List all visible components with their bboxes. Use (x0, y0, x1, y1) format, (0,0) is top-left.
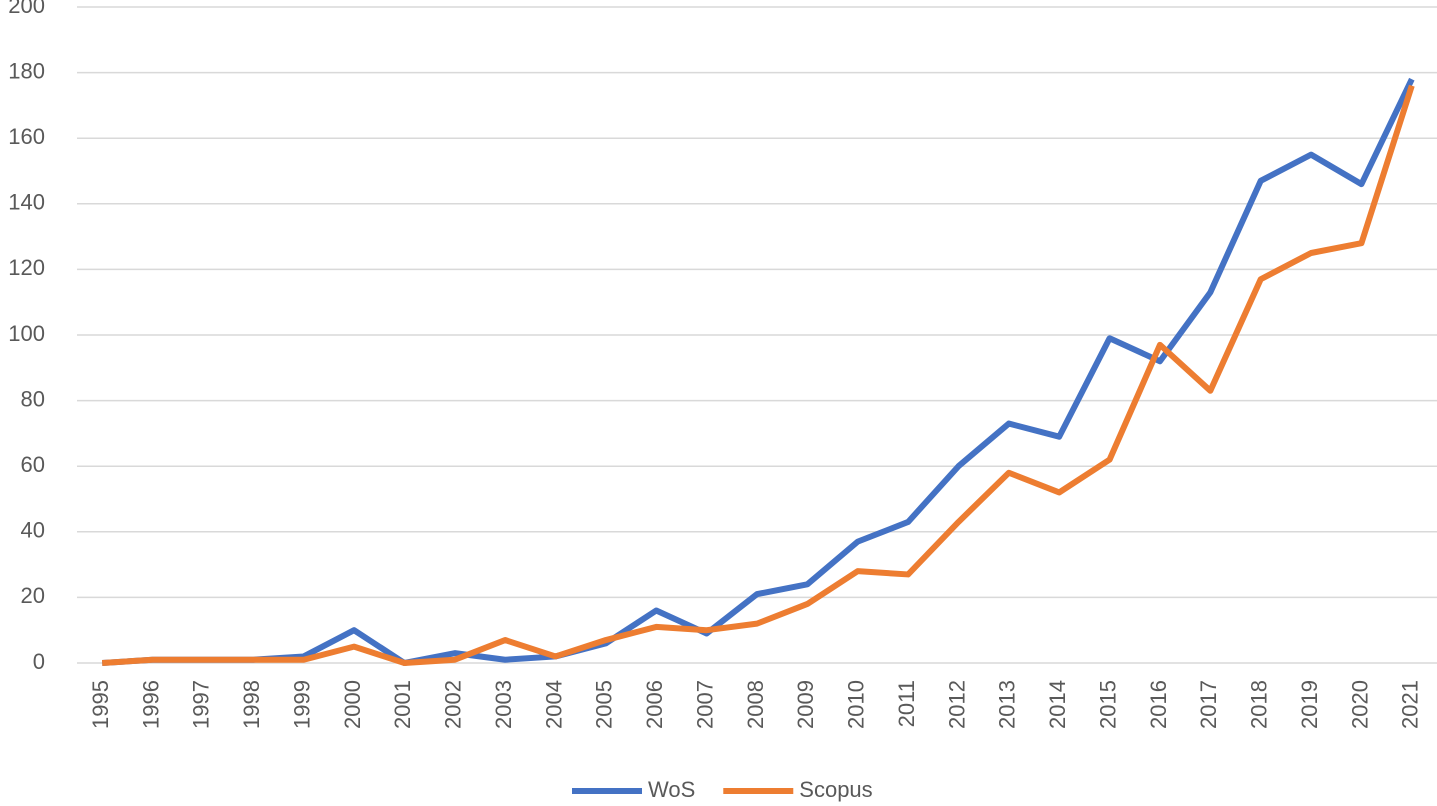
x-tick-label: 1995 (88, 680, 113, 729)
x-tick-label: 2021 (1398, 680, 1423, 729)
y-tick-label: 100 (8, 321, 45, 346)
x-tick-label: 2011 (894, 680, 919, 727)
legend-label: WoS (648, 777, 695, 802)
x-tick-label: 1998 (239, 680, 264, 729)
data-line (101, 84, 1415, 666)
x-tick-label: 2014 (1045, 680, 1070, 729)
data-line (101, 77, 1415, 666)
x-tick-label: 2005 (592, 680, 617, 729)
y-tick-label: 60 (21, 452, 45, 477)
y-tick-label: 120 (8, 255, 45, 280)
y-tick-label: 160 (8, 124, 45, 149)
x-tick-label: 2009 (793, 680, 818, 729)
x-tick-label: 2020 (1347, 680, 1372, 729)
x-tick-label: 2000 (340, 680, 365, 729)
x-tick-label: 2012 (944, 680, 969, 729)
y-tick-label: 140 (8, 190, 45, 215)
y-tick-label: 20 (21, 583, 45, 608)
x-tick-label: 2001 (390, 680, 415, 729)
x-tick-label: 2015 (1095, 680, 1120, 729)
x-tick-label: 2019 (1297, 680, 1322, 729)
x-tick-label: 2017 (1196, 680, 1221, 729)
x-tick-label: 2008 (743, 680, 768, 729)
x-tick-label: 1996 (138, 680, 163, 729)
legend-label: Scopus (799, 777, 872, 802)
x-tick-label: 1997 (189, 680, 214, 729)
y-tick-label: 40 (21, 518, 45, 543)
x-tick-label: 2006 (642, 680, 667, 729)
y-tick-label: 0 (33, 649, 45, 674)
y-tick-label: 200 (8, 0, 45, 18)
x-tick-label: 2004 (541, 680, 566, 729)
x-tick-label: 2007 (692, 680, 717, 729)
x-tick-label: 2018 (1247, 680, 1272, 729)
y-tick-label: 80 (21, 386, 45, 411)
x-tick-label: 2002 (441, 680, 466, 729)
x-tick-label: 2010 (844, 680, 869, 729)
x-tick-label: 1999 (289, 680, 314, 729)
x-tick-label: 2013 (995, 680, 1020, 729)
x-tick-label: 2003 (491, 680, 516, 729)
x-tick-label: 2016 (1146, 680, 1171, 729)
y-tick-label: 180 (8, 58, 45, 83)
